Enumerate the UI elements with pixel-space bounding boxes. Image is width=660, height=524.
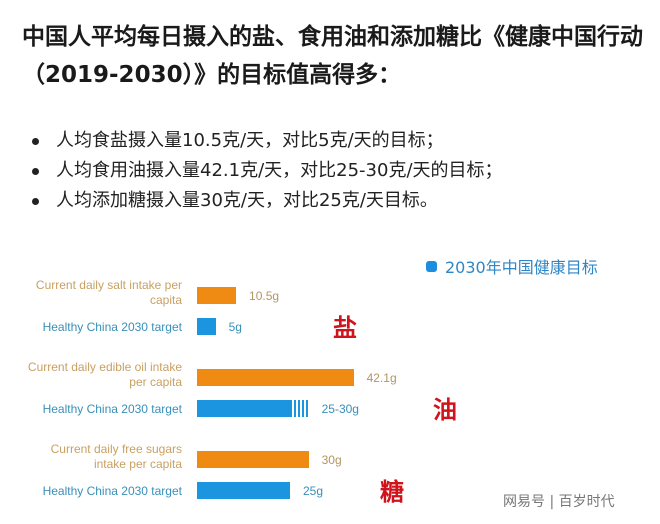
nutrient-character: 油 [433, 396, 457, 424]
article-heading: 中国人平均每日摄入的盐、食用油和添加糖比《健康中国行动（2019-2030）》的… [22, 24, 643, 88]
nutrient-character: 盐 [333, 314, 357, 342]
current-intake-label: Current daily salt intake per capita [35, 278, 182, 307]
legend-swatch [426, 260, 437, 272]
current-intake-label: Current daily edible oil intake per capi… [27, 360, 182, 389]
bullet-item: 人均食盐摄入量10.5克/天，对比5克/天的目标； [30, 126, 503, 156]
target-value-label: 25-30g [321, 402, 359, 416]
current-bar [197, 369, 354, 386]
target-value-label: 25g [303, 484, 324, 498]
target-value-label: 5g [228, 320, 242, 334]
target-bar [197, 482, 290, 499]
current-value-label: 10.5g [249, 289, 280, 303]
legend-label: 2030年中国健康目标 [445, 258, 598, 277]
current-intake-label: Current daily free sugars intake per cap… [50, 442, 182, 471]
target-bar [197, 400, 290, 417]
target-label: Healthy China 2030 target [42, 402, 182, 416]
nutrient-character: 糖 [380, 478, 404, 506]
chart-legend: 2030年中国健康目标 [426, 254, 598, 278]
current-value-label: 30g [321, 453, 342, 467]
bullet-item: 人均添加糖摄入量30克/天，对比25克/天目标。 [30, 186, 503, 216]
current-bar [197, 451, 309, 468]
bullet-list: 人均食盐摄入量10.5克/天，对比5克/天的目标； 人均食用油摄入量42.1克/… [30, 126, 503, 216]
current-value-label: 42.1g [366, 371, 397, 385]
target-range-bar [290, 400, 309, 417]
target-bar [197, 318, 216, 335]
target-label: Healthy China 2030 target [42, 484, 182, 498]
target-label: Healthy China 2030 target [42, 320, 182, 334]
current-bar [197, 287, 237, 304]
bullet-item: 人均食用油摄入量42.1克/天，对比25-30克/天的目标； [30, 156, 503, 186]
watermark: 网易号 | 百岁时代 [503, 494, 615, 510]
